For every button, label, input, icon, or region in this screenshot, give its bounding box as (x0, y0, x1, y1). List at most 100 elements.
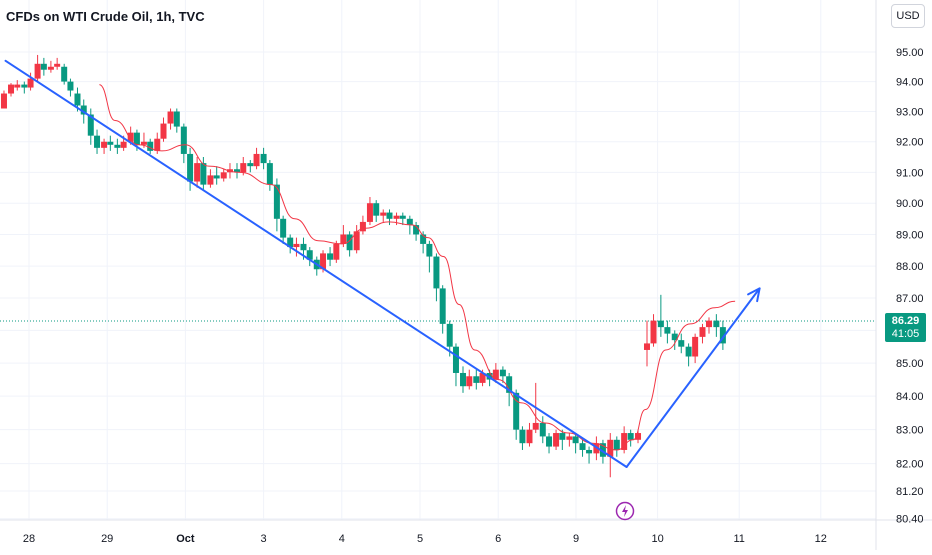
candle-body (685, 346, 692, 357)
candle (719, 320, 726, 350)
candle (200, 156, 207, 191)
trend-arrow (625, 287, 761, 468)
candle (40, 57, 47, 76)
candle-body (553, 433, 560, 447)
candle-body (446, 323, 453, 347)
candle (413, 221, 420, 241)
candle (643, 320, 650, 367)
candle (333, 240, 340, 263)
price-tick-label: 80.40 (896, 514, 924, 526)
candle (213, 166, 220, 185)
candle-body (234, 169, 241, 173)
candle (579, 439, 586, 457)
candle-body (513, 392, 520, 430)
candle (539, 416, 546, 444)
candle (526, 422, 533, 447)
candle (685, 343, 692, 367)
candle (499, 366, 506, 383)
candle (613, 436, 620, 457)
candle-body (220, 172, 227, 179)
candle (460, 366, 467, 393)
candle (466, 369, 473, 390)
candle (566, 433, 573, 447)
candle (94, 129, 101, 154)
flash-icon[interactable] (615, 501, 635, 521)
candle-body (280, 218, 287, 238)
candle-body (240, 163, 247, 173)
candle-body (657, 320, 664, 328)
candle (8, 83, 15, 97)
candle (220, 169, 227, 182)
candle-body (61, 66, 68, 82)
candle (266, 160, 273, 191)
candle-body (413, 225, 420, 235)
candle (253, 147, 260, 170)
candle (167, 108, 174, 130)
candle-body (713, 320, 720, 328)
candle (54, 57, 61, 70)
candle-body (173, 111, 180, 127)
moving-average (99, 84, 736, 451)
candle-body (719, 327, 726, 344)
candle (101, 138, 108, 154)
candle (327, 247, 334, 267)
candle (366, 197, 373, 226)
candle-body (167, 111, 174, 124)
candle-body (519, 429, 526, 444)
candle-body (492, 369, 499, 380)
candle (386, 209, 393, 226)
candle (678, 333, 685, 354)
candle (194, 156, 201, 188)
currency-button[interactable]: USD (891, 4, 925, 28)
candle (187, 147, 194, 191)
candle-body (346, 234, 353, 251)
candle-body (359, 221, 366, 232)
candle (67, 78, 74, 97)
candle (260, 147, 267, 170)
candle-body (499, 369, 506, 377)
time-axis[interactable]: 28 29 Oct 3 4 5 6 9 10 11 12 (23, 533, 827, 545)
price-tick-label: 92.00 (896, 137, 924, 149)
time-tick-label: Oct (176, 533, 195, 545)
candle-body (67, 81, 74, 91)
price-tick-label: 83.00 (896, 425, 924, 437)
candle-body (8, 84, 15, 94)
price-tick-label: 94.00 (896, 77, 924, 89)
time-tick-label: 12 (815, 533, 827, 545)
candle-body (393, 215, 400, 219)
candle-body (380, 212, 387, 216)
time-tick-label: 11 (733, 533, 744, 545)
candle-body (87, 114, 94, 136)
candle (426, 240, 433, 273)
candle (0, 90, 7, 109)
candle (47, 60, 54, 73)
last-price-label: 86.29 41:05 (885, 313, 926, 342)
candle (621, 426, 628, 454)
price-tick-label: 90.00 (896, 198, 924, 210)
candle-body (14, 84, 21, 88)
candle-body (353, 231, 360, 251)
candle (692, 333, 699, 364)
price-tick-label: 91.00 (896, 167, 924, 179)
candle-body (460, 372, 467, 387)
price-axis[interactable]: 95.00 94.00 93.00 92.00 91.00 90.00 89.00 88.00… (896, 47, 924, 526)
candle-body (706, 320, 713, 328)
candle-body (399, 215, 406, 219)
price-tick-label: 82.00 (896, 459, 924, 471)
candle-body (692, 336, 699, 357)
candle (559, 429, 566, 450)
candle-body (54, 63, 61, 67)
price-tick-label: 95.00 (896, 47, 924, 59)
candle-body (546, 436, 553, 447)
candle-body (21, 84, 28, 88)
candle-body (180, 126, 187, 154)
candle-body (635, 433, 642, 440)
drawings[interactable] (4, 59, 761, 468)
candle (353, 225, 360, 254)
candle-body (266, 163, 273, 185)
candle-body (194, 163, 201, 182)
candle (671, 330, 678, 350)
candle-body (643, 343, 650, 350)
